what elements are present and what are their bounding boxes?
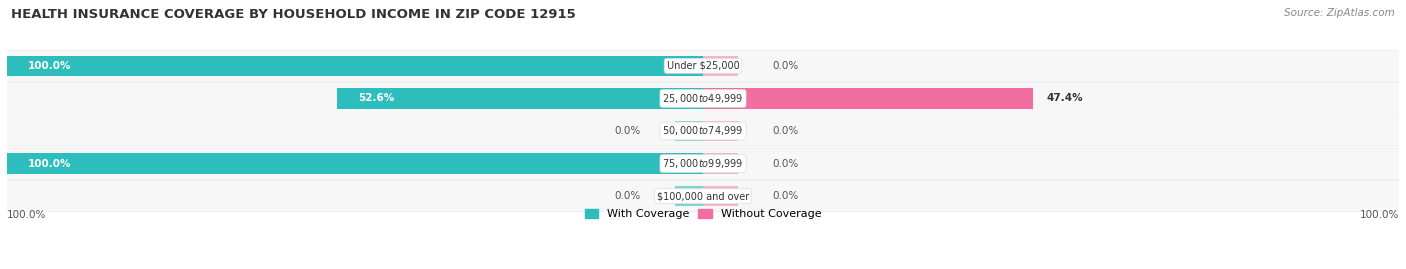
Bar <box>7 148 1399 179</box>
Text: HEALTH INSURANCE COVERAGE BY HOUSEHOLD INCOME IN ZIP CODE 12915: HEALTH INSURANCE COVERAGE BY HOUSEHOLD I… <box>11 8 576 21</box>
Text: 0.0%: 0.0% <box>614 126 640 136</box>
Bar <box>675 121 703 141</box>
Text: $100,000 and over: $100,000 and over <box>657 191 749 201</box>
Text: 100.0%: 100.0% <box>28 158 72 169</box>
Bar <box>675 186 703 206</box>
Bar <box>703 56 738 76</box>
Text: 47.4%: 47.4% <box>1047 93 1084 103</box>
Text: 0.0%: 0.0% <box>773 61 799 71</box>
Bar <box>7 83 1399 114</box>
Text: $75,000 to $99,999: $75,000 to $99,999 <box>662 157 744 170</box>
Text: 100.0%: 100.0% <box>1360 210 1399 220</box>
Text: 100.0%: 100.0% <box>28 61 72 71</box>
Bar <box>7 50 1399 82</box>
Text: Source: ZipAtlas.com: Source: ZipAtlas.com <box>1284 8 1395 18</box>
Bar <box>7 180 1399 212</box>
Text: 0.0%: 0.0% <box>773 158 799 169</box>
Legend: With Coverage, Without Coverage: With Coverage, Without Coverage <box>581 204 825 224</box>
Text: $25,000 to $49,999: $25,000 to $49,999 <box>662 92 744 105</box>
Bar <box>703 88 1033 108</box>
Bar <box>7 181 1399 211</box>
Bar <box>703 154 738 174</box>
Text: Under $25,000: Under $25,000 <box>666 61 740 71</box>
Bar <box>703 121 738 141</box>
Bar <box>7 83 1399 114</box>
Text: 0.0%: 0.0% <box>614 191 640 201</box>
Bar <box>7 56 703 76</box>
Text: 52.6%: 52.6% <box>357 93 394 103</box>
Bar <box>7 154 703 174</box>
Bar <box>7 148 1399 179</box>
Text: 0.0%: 0.0% <box>773 126 799 136</box>
Text: 0.0%: 0.0% <box>773 191 799 201</box>
Bar <box>703 186 738 206</box>
Bar <box>7 116 1399 146</box>
Bar <box>7 115 1399 147</box>
Bar <box>7 51 1399 81</box>
Text: $50,000 to $74,999: $50,000 to $74,999 <box>662 125 744 137</box>
Bar <box>337 88 703 108</box>
Text: 100.0%: 100.0% <box>7 210 46 220</box>
